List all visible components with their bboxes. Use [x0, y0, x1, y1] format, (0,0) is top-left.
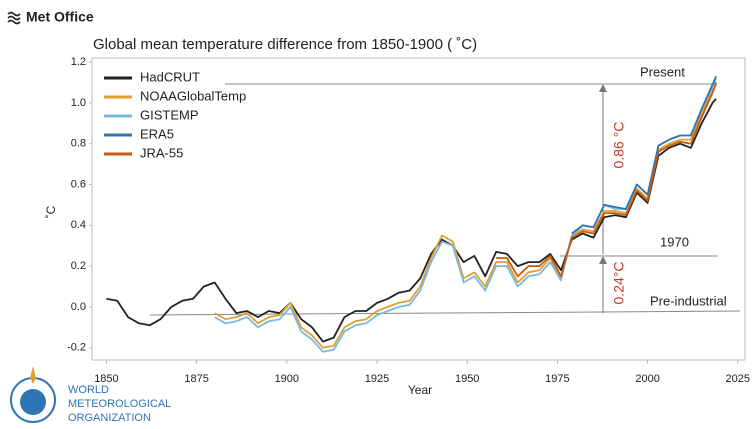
y-axis-label: ˚C: [44, 205, 58, 218]
x-tick-label: 1900: [275, 373, 299, 385]
y-tick-label: 1.0: [71, 97, 86, 109]
x-tick-label: 2025: [726, 373, 750, 385]
series-line: [571, 76, 717, 235]
wmo-logo: WORLD METEOROLOGICAL ORGANIZATION: [10, 366, 171, 424]
wmo-star: [30, 366, 36, 384]
x-axis-label: Year: [408, 383, 432, 397]
legend-label: ERA5: [140, 126, 174, 141]
annotation: 1970: [660, 234, 689, 249]
arrow-head: [599, 256, 607, 264]
wmo-globe: [20, 389, 46, 415]
wmo-name: WORLD: [68, 384, 109, 396]
series-line: [214, 78, 717, 353]
plot-frame: [91, 57, 746, 361]
x-tick-label: 1925: [365, 373, 389, 385]
legend-label: NOAAGlobalTemp: [140, 88, 246, 103]
series-line: [496, 82, 717, 278]
series-line: [106, 98, 717, 343]
annotation: 0.24°C: [611, 262, 627, 305]
annotation: Present: [640, 64, 685, 79]
y-tick-label: 0.0: [71, 301, 86, 313]
wmo-name: METEOROLOGICAL: [68, 398, 171, 410]
x-tick-label: 2000: [635, 373, 659, 385]
y-tick-label: 0.6: [71, 178, 86, 190]
x-tick-label: 1975: [545, 373, 569, 385]
chart-title: Global mean temperature difference from …: [93, 36, 477, 53]
x-tick-label: 1875: [184, 373, 208, 385]
annotation: 0.86 °C: [611, 122, 627, 169]
y-tick-label: 0.2: [71, 260, 86, 272]
met-office-logo: Met Office: [7, 9, 94, 25]
legend-label: HadCRUT: [140, 69, 200, 84]
met-office-name: Met Office: [26, 9, 94, 25]
logo-waves: [7, 11, 21, 25]
y-tick-label: 0.8: [71, 138, 86, 150]
legend-label: GISTEMP: [140, 107, 199, 122]
x-tick-label: 1850: [94, 373, 118, 385]
y-tick-label: -0.2: [67, 342, 86, 354]
series-line: [214, 84, 717, 349]
y-tick-label: 1.2: [71, 56, 86, 68]
wmo-name: ORGANIZATION: [68, 412, 151, 424]
legend-label: JRA-55: [140, 145, 183, 160]
x-tick-label: 1950: [455, 373, 479, 385]
arrow-head: [599, 84, 607, 92]
reference-lines: [149, 83, 741, 316]
y-tick-label: 0.4: [71, 219, 86, 231]
annotation: Pre-industrial: [650, 293, 727, 308]
